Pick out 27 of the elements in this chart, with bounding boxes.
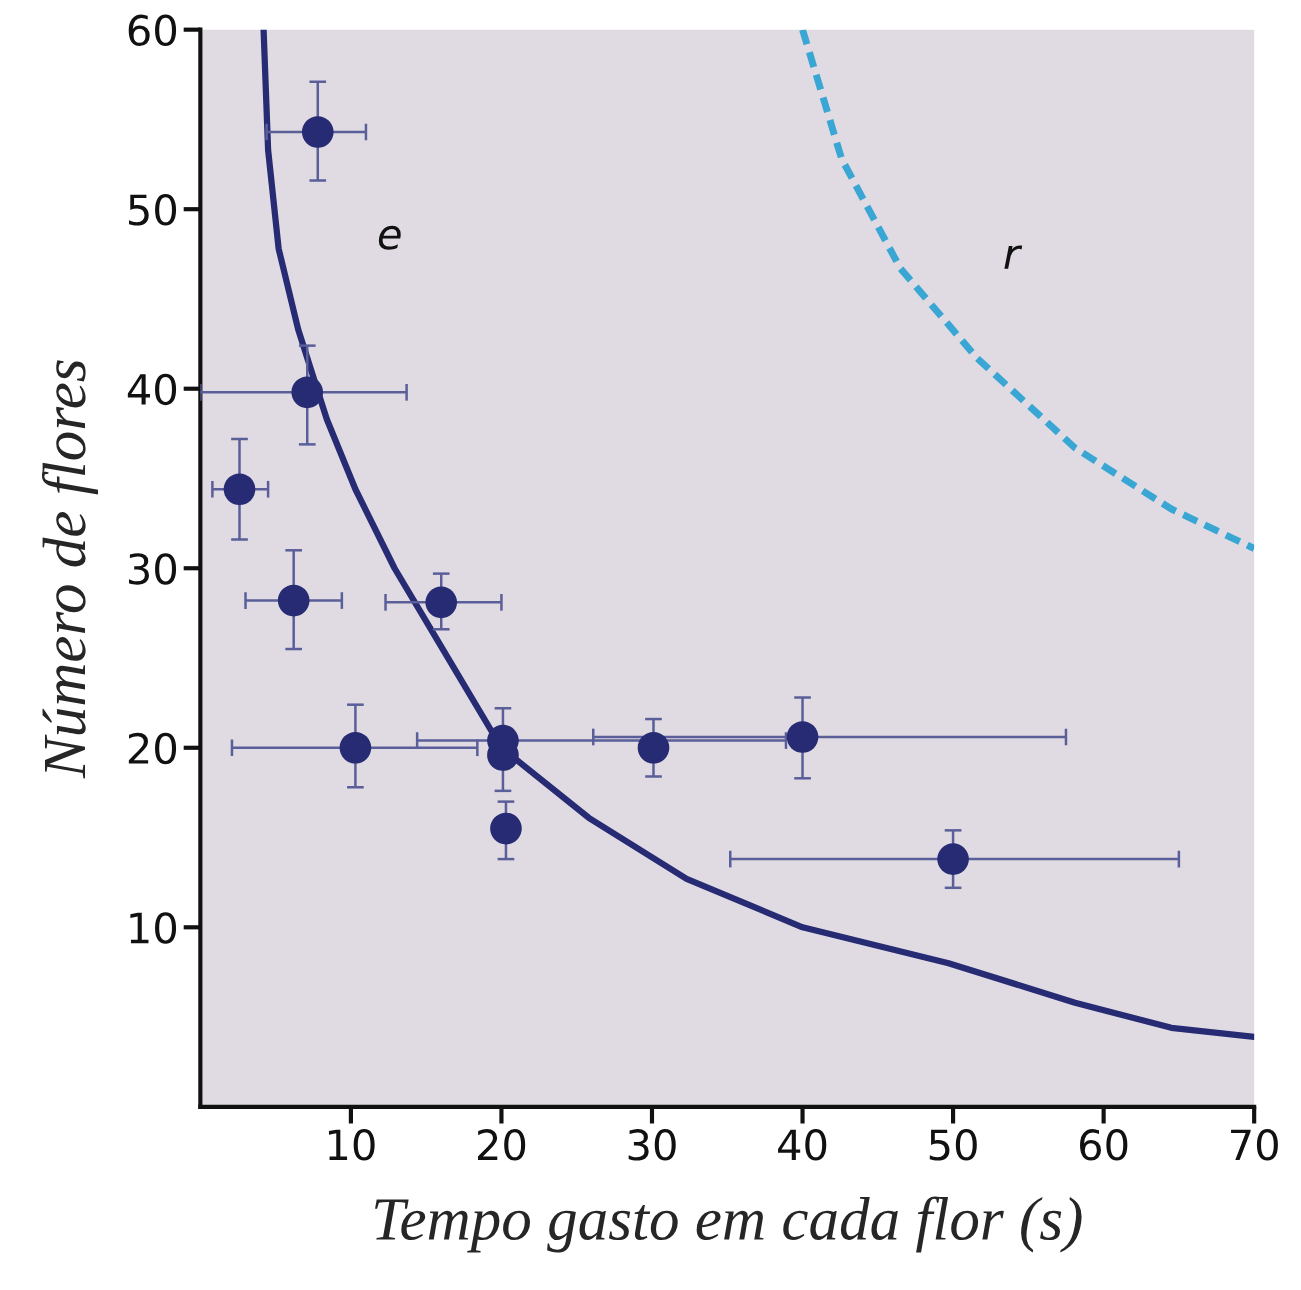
point	[291, 376, 324, 409]
text: e	[378, 225, 401, 250]
x-axis-title: Tempo gasto em cada flor (s)	[375, 1196, 1082, 1253]
point	[786, 721, 819, 753]
y-tick-label: 10	[130, 912, 177, 944]
x-tick-label: 50	[929, 1129, 977, 1161]
x-tick-label: 40	[778, 1129, 827, 1161]
x-tick-label: 10	[328, 1129, 375, 1161]
point	[937, 843, 969, 875]
x-tick-label: 70	[1231, 1129, 1278, 1161]
point	[223, 473, 256, 506]
x-tick-label: 20	[477, 1129, 526, 1161]
x-tick-label: 30	[628, 1129, 676, 1161]
point	[490, 812, 522, 845]
point	[637, 731, 670, 764]
y-axis-title: Número de flores	[41, 360, 99, 779]
series-label: r	[1004, 245, 1023, 269]
point	[425, 586, 458, 619]
y-tick-label: 50	[129, 194, 177, 226]
y-tick-label: 60	[128, 14, 177, 47]
point	[301, 116, 334, 148]
y-tick-label: 30	[128, 553, 177, 585]
x-tick-label: 60	[1080, 1129, 1128, 1161]
y-tick-label: 20	[128, 732, 177, 765]
point	[339, 731, 372, 764]
y-tick-label: 40	[127, 373, 177, 406]
point	[277, 584, 310, 617]
